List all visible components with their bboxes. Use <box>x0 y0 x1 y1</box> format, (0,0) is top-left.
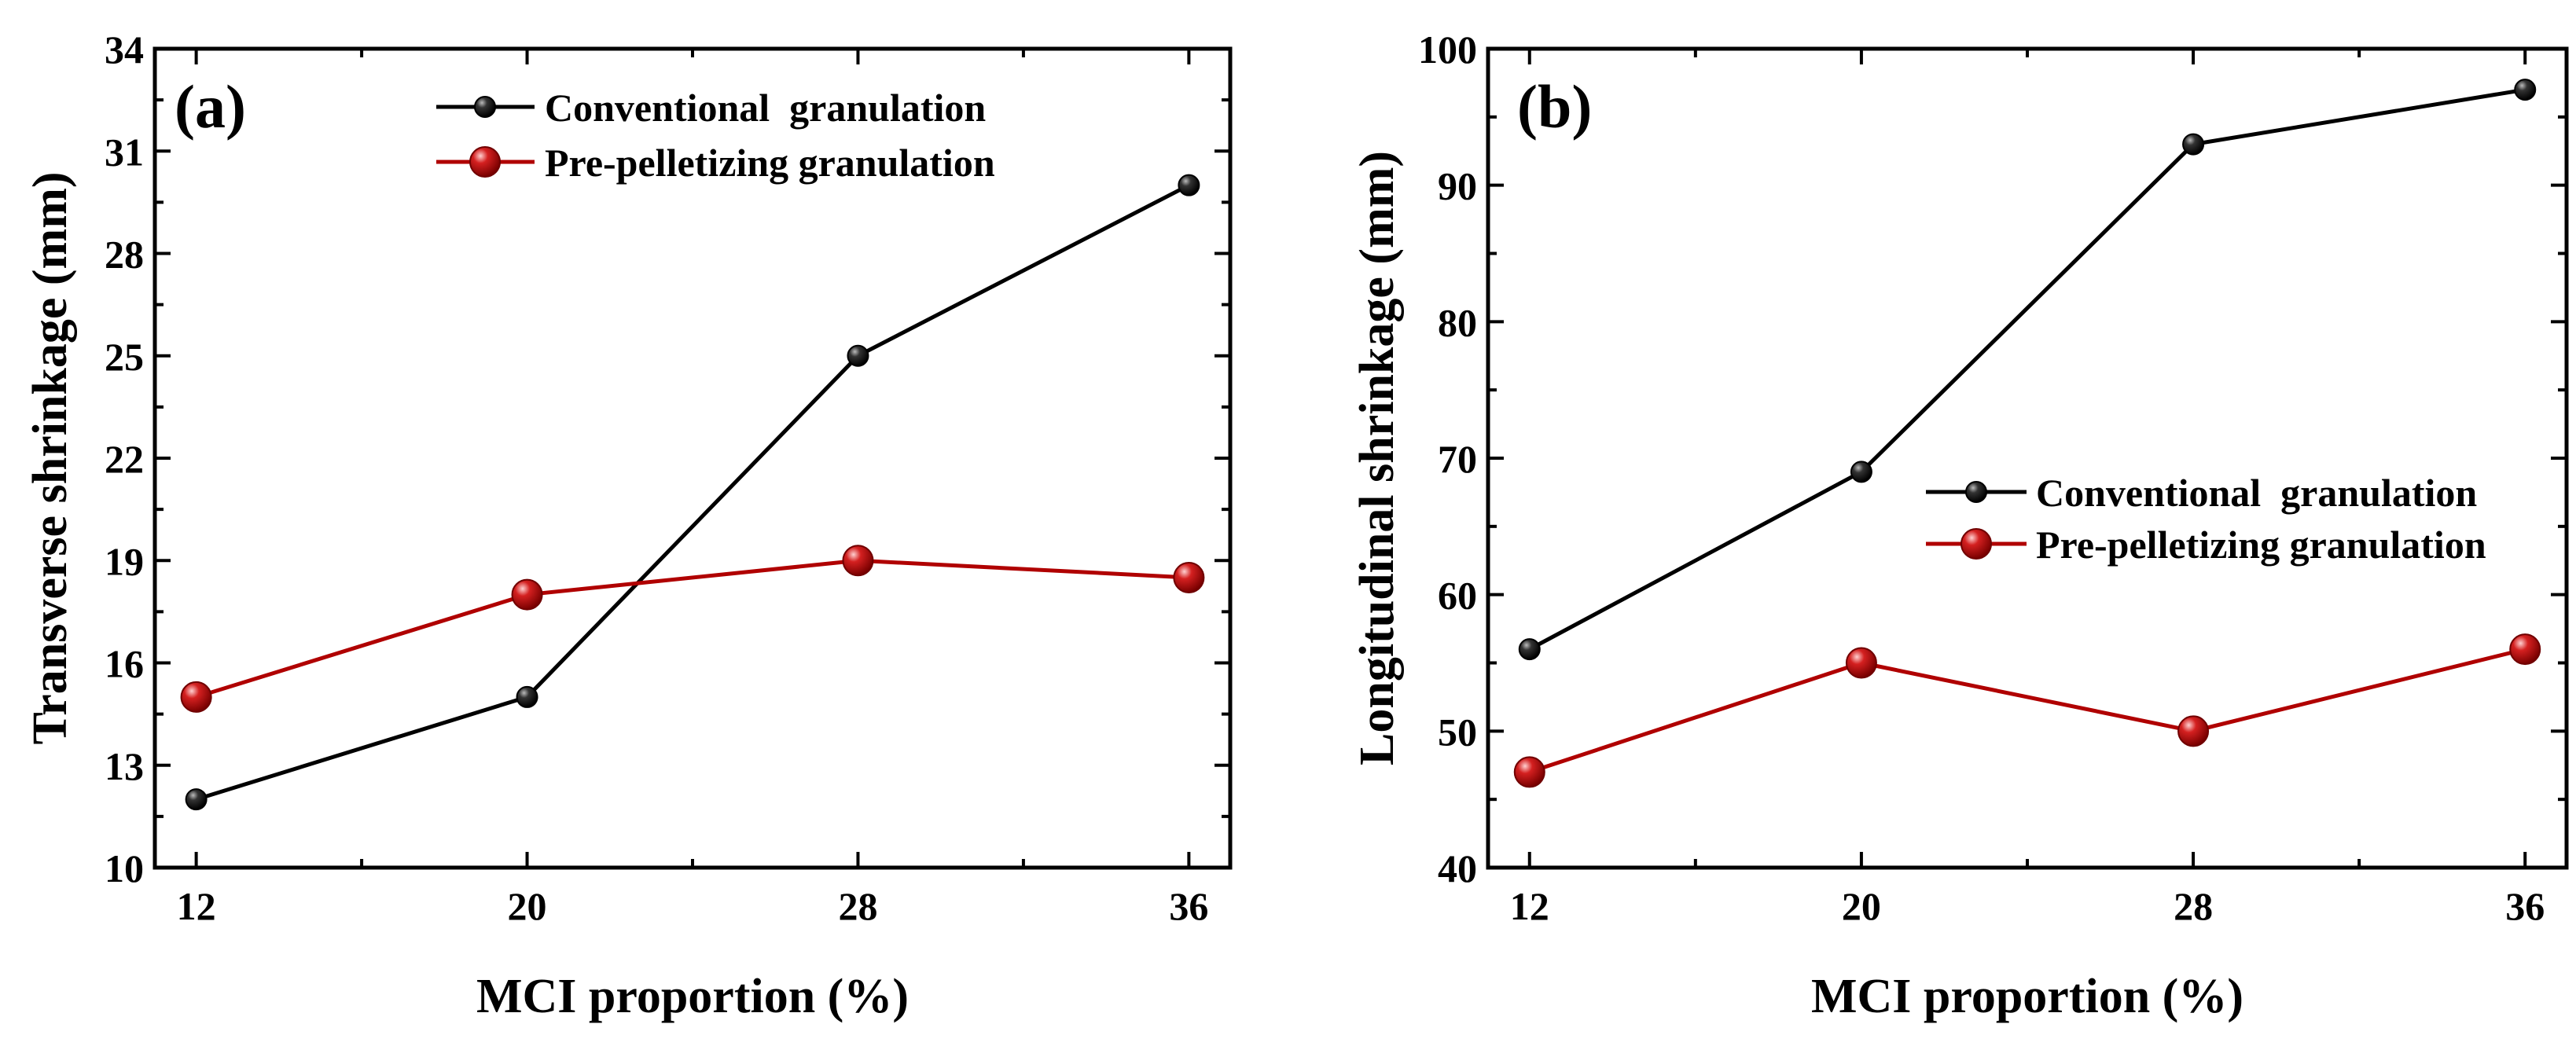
x-tick-label: 28 <box>838 884 877 928</box>
data-point-pre-pelletizing-granulation <box>1513 756 1545 788</box>
y-ticks-b: 40 50 60 70 80 90 100 <box>1418 28 2567 890</box>
y-tick-label: 100 <box>1418 28 1477 72</box>
legend-marker-prepelletizing-b <box>1960 528 1992 560</box>
y-axis-label-b: Longitudinal shrinkage (mm) <box>1350 151 1404 765</box>
legend-marker-prepelletizing-a <box>469 146 501 178</box>
legend-label-conventional-b: Conventional granulation <box>2036 471 2477 515</box>
data-point-pre-pelletizing-granulation <box>511 578 543 611</box>
y-ticks-a: 10 13 16 19 22 25 28 31 34 <box>105 28 1230 890</box>
x-tick-label: 12 <box>1510 884 1549 928</box>
y-tick-label: 31 <box>105 130 144 174</box>
y-tick-label: 28 <box>105 233 144 277</box>
x-axis-label-a: MCI proportion (%) <box>476 970 909 1023</box>
data-point-pre-pelletizing-granulation <box>180 681 212 713</box>
data-point-pre-pelletizing-granulation <box>2177 715 2210 747</box>
data-point-conventional-granulation <box>2514 79 2537 101</box>
panel-label-b: (b) <box>1517 72 1592 141</box>
data-point-conventional-granulation <box>1518 638 1541 661</box>
series-layer-b <box>1513 79 2541 788</box>
y-tick-label: 22 <box>105 437 144 481</box>
data-point-conventional-granulation <box>847 344 869 367</box>
data-point-pre-pelletizing-granulation <box>2509 633 2541 666</box>
data-point-pre-pelletizing-granulation <box>1173 561 1205 593</box>
x-ticks-a: 12 20 28 36 <box>177 49 1208 928</box>
data-point-conventional-granulation <box>185 788 208 811</box>
data-point-conventional-granulation <box>2182 133 2205 156</box>
chart-panel-b: 40 50 60 70 80 90 100 12 20 28 36 (b) MCI proport… <box>1350 28 2569 1023</box>
chart-panel-a: 10 13 16 19 22 25 28 31 34 12 20 28 36 (a) MCI prop… <box>24 28 1233 1023</box>
x-tick-label: 36 <box>2505 884 2545 928</box>
y-tick-label: 10 <box>105 846 144 890</box>
y-tick-label: 60 <box>1438 574 1477 618</box>
y-tick-label: 40 <box>1438 846 1477 890</box>
series-line-pre-pelletizing-granulation <box>1528 647 2526 774</box>
data-point-conventional-granulation <box>1850 461 1872 483</box>
data-point-pre-pelletizing-granulation <box>842 545 874 577</box>
data-point-conventional-granulation <box>1178 174 1200 196</box>
x-tick-label: 12 <box>177 884 216 928</box>
x-ticks-b: 12 20 28 36 <box>1510 49 2545 928</box>
y-tick-label: 70 <box>1438 437 1477 481</box>
y-tick-label: 34 <box>105 28 144 72</box>
legend-label-conventional-a: Conventional granulation <box>545 86 986 130</box>
legend-label-prepelletizing-a: Pre-pelletizing granulation <box>545 141 995 185</box>
x-tick-label: 28 <box>2174 884 2213 928</box>
series-line-pre-pelletizing-granulation <box>195 558 1189 699</box>
y-tick-label: 13 <box>105 744 144 788</box>
data-point-conventional-granulation <box>516 685 538 708</box>
legend-marker-conventional-a <box>474 96 496 118</box>
series-line-conventional-granulation <box>1528 87 2526 651</box>
legend-b: Conventional granulation Pre-pelletizing… <box>1926 471 2486 567</box>
legend-a: Conventional granulation Pre-pelletizing… <box>436 86 995 185</box>
data-point-pre-pelletizing-granulation <box>1845 647 1877 679</box>
y-tick-label: 50 <box>1438 710 1477 754</box>
legend-label-prepelletizing-b: Pre-pelletizing granulation <box>2036 523 2486 567</box>
plot-area-b <box>1486 46 2569 870</box>
y-tick-label: 80 <box>1438 300 1477 344</box>
y-tick-label: 19 <box>105 539 144 583</box>
y-axis-label-a: Transverse shrinkage (mm) <box>24 172 77 745</box>
series-layer-a <box>180 174 1205 811</box>
x-axis-label-b: MCI proportion (%) <box>1811 970 2243 1023</box>
series-line-conventional-granulation <box>195 183 1190 802</box>
legend-marker-conventional-b <box>1965 481 1987 503</box>
x-tick-label: 36 <box>1169 884 1208 928</box>
y-tick-label: 16 <box>105 642 144 686</box>
y-tick-label: 90 <box>1438 164 1477 208</box>
x-tick-label: 20 <box>1842 884 1881 928</box>
panel-label-a: (a) <box>175 72 246 141</box>
x-tick-label: 20 <box>508 884 547 928</box>
y-tick-label: 25 <box>105 335 144 379</box>
